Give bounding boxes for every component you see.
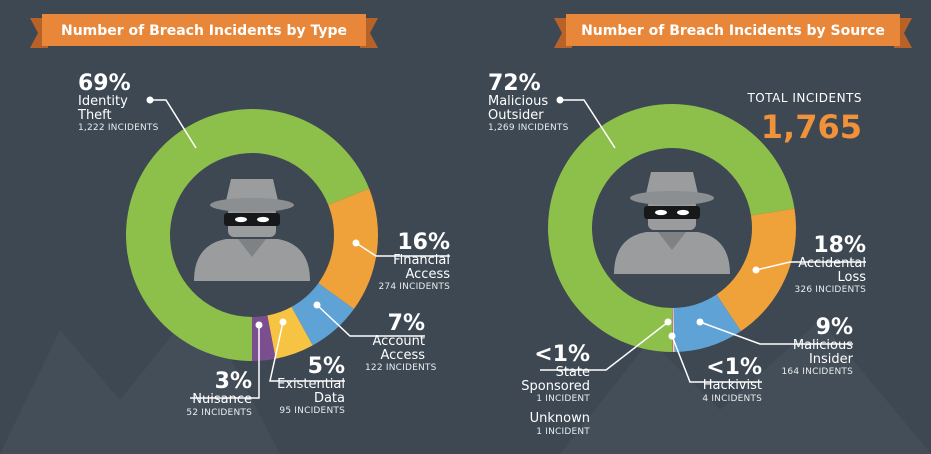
leader-dot — [668, 332, 676, 340]
leader-dot — [664, 318, 672, 326]
percent-label: 9% — [815, 315, 853, 340]
incident-count: 164 INCIDENTS — [781, 367, 853, 378]
incident-count: 122 INCIDENTS — [365, 363, 437, 374]
leader-line — [150, 99, 197, 149]
slice-label: 5% Existential Data 95 INCIDENTS — [267, 355, 345, 417]
leader-line — [540, 321, 669, 371]
slice-label: 69% Identity Theft 1,222 INCIDENTS — [78, 71, 159, 134]
chart-title: Number of Breach Incidents by Source — [581, 23, 885, 39]
spy-icon — [614, 172, 730, 274]
incident-count: 1,269 INCIDENTS — [488, 123, 569, 134]
percent-label: <1% — [706, 355, 762, 380]
donut-slice — [672, 307, 673, 352]
slice-label: 16% Financial Access 274 INCIDENTS — [378, 231, 450, 293]
percent-label: 16% — [397, 230, 450, 255]
category-name: State Sponsored — [521, 365, 590, 394]
slice-label: 7% Account Access 122 INCIDENTS — [365, 311, 437, 374]
donut-slice — [673, 294, 741, 352]
ribbon — [566, 14, 900, 46]
donut-slice — [291, 283, 354, 346]
leader-dot — [752, 266, 760, 274]
leader-dot — [352, 239, 360, 247]
leader-dot — [556, 96, 564, 104]
category-name: Financial Access — [393, 253, 450, 282]
spy-icon — [194, 179, 310, 281]
slice-label: 3% Nuisance 52 INCIDENTS — [182, 370, 252, 418]
category-name: Hackivist — [702, 378, 762, 394]
leader-dot — [255, 321, 263, 329]
incident-count: 1,222 INCIDENTS — [78, 123, 159, 134]
donut-slice — [126, 109, 370, 361]
category-name: Malicious Insider — [792, 338, 853, 367]
donut-slice — [547, 103, 795, 352]
slice-label: 72% Malicious Outsider 1,269 INCIDENTS — [488, 71, 569, 134]
incident-count: 4 INCIDENTS — [702, 393, 762, 404]
donut-slice — [318, 188, 378, 310]
percent-label: 72% — [488, 71, 541, 96]
leader-dot — [279, 318, 287, 326]
leader-dot — [313, 301, 321, 309]
incident-count: 52 INCIDENTS — [186, 407, 252, 418]
leader-line — [755, 261, 866, 271]
slice-label: <1% State Sponsored 1 INCIDENT — [518, 343, 590, 405]
leader-line — [671, 335, 762, 383]
incident-count: 1 INCIDENT — [536, 394, 590, 405]
category-name: Malicious Outsider — [488, 94, 549, 123]
category-name: Existential Data — [277, 377, 345, 406]
bg-shape — [560, 320, 931, 454]
leader-dot — [696, 318, 704, 326]
leader-line — [269, 321, 345, 382]
leader-dot — [146, 96, 154, 104]
percent-label: 5% — [307, 354, 345, 379]
total-title: TOTAL INCIDENTS — [746, 91, 862, 105]
percent-label: <1% — [534, 342, 590, 367]
ribbon — [42, 14, 366, 46]
leader-line — [355, 242, 450, 257]
chart-title: Number of Breach Incidents by Type — [61, 23, 347, 39]
percent-label: 18% — [813, 233, 866, 258]
incident-count: 274 INCIDENTS — [378, 282, 450, 293]
category-name: Account Access — [372, 334, 426, 363]
slice-label: 18% Accidental Loss 326 INCIDENTS — [788, 234, 866, 296]
leader-line — [699, 321, 853, 345]
category-name: Identity Theft — [78, 94, 128, 123]
incident-count: 326 INCIDENTS — [794, 285, 866, 296]
slice-label: Unknown 1 INCIDENT — [518, 412, 590, 437]
percent-label: 7% — [387, 311, 425, 336]
percent-label: 3% — [214, 369, 252, 394]
slice-label: <1% Hackivist 4 INCIDENTS — [692, 356, 762, 404]
donut-slice — [267, 306, 313, 359]
leader-line — [316, 304, 425, 337]
category-name: Unknown — [529, 411, 590, 426]
category-name: Accidental Loss — [798, 256, 866, 285]
leader-line — [190, 325, 260, 399]
leader-line — [560, 99, 616, 149]
incident-count: 95 INCIDENTS — [279, 406, 345, 417]
category-name: Nuisance — [192, 392, 252, 408]
total-value: 1,765 — [761, 108, 862, 146]
slice-label: 9% Malicious Insider 164 INCIDENTS — [781, 316, 853, 378]
percent-label: 69% — [78, 71, 131, 96]
incident-count: 1 INCIDENT — [536, 426, 590, 437]
